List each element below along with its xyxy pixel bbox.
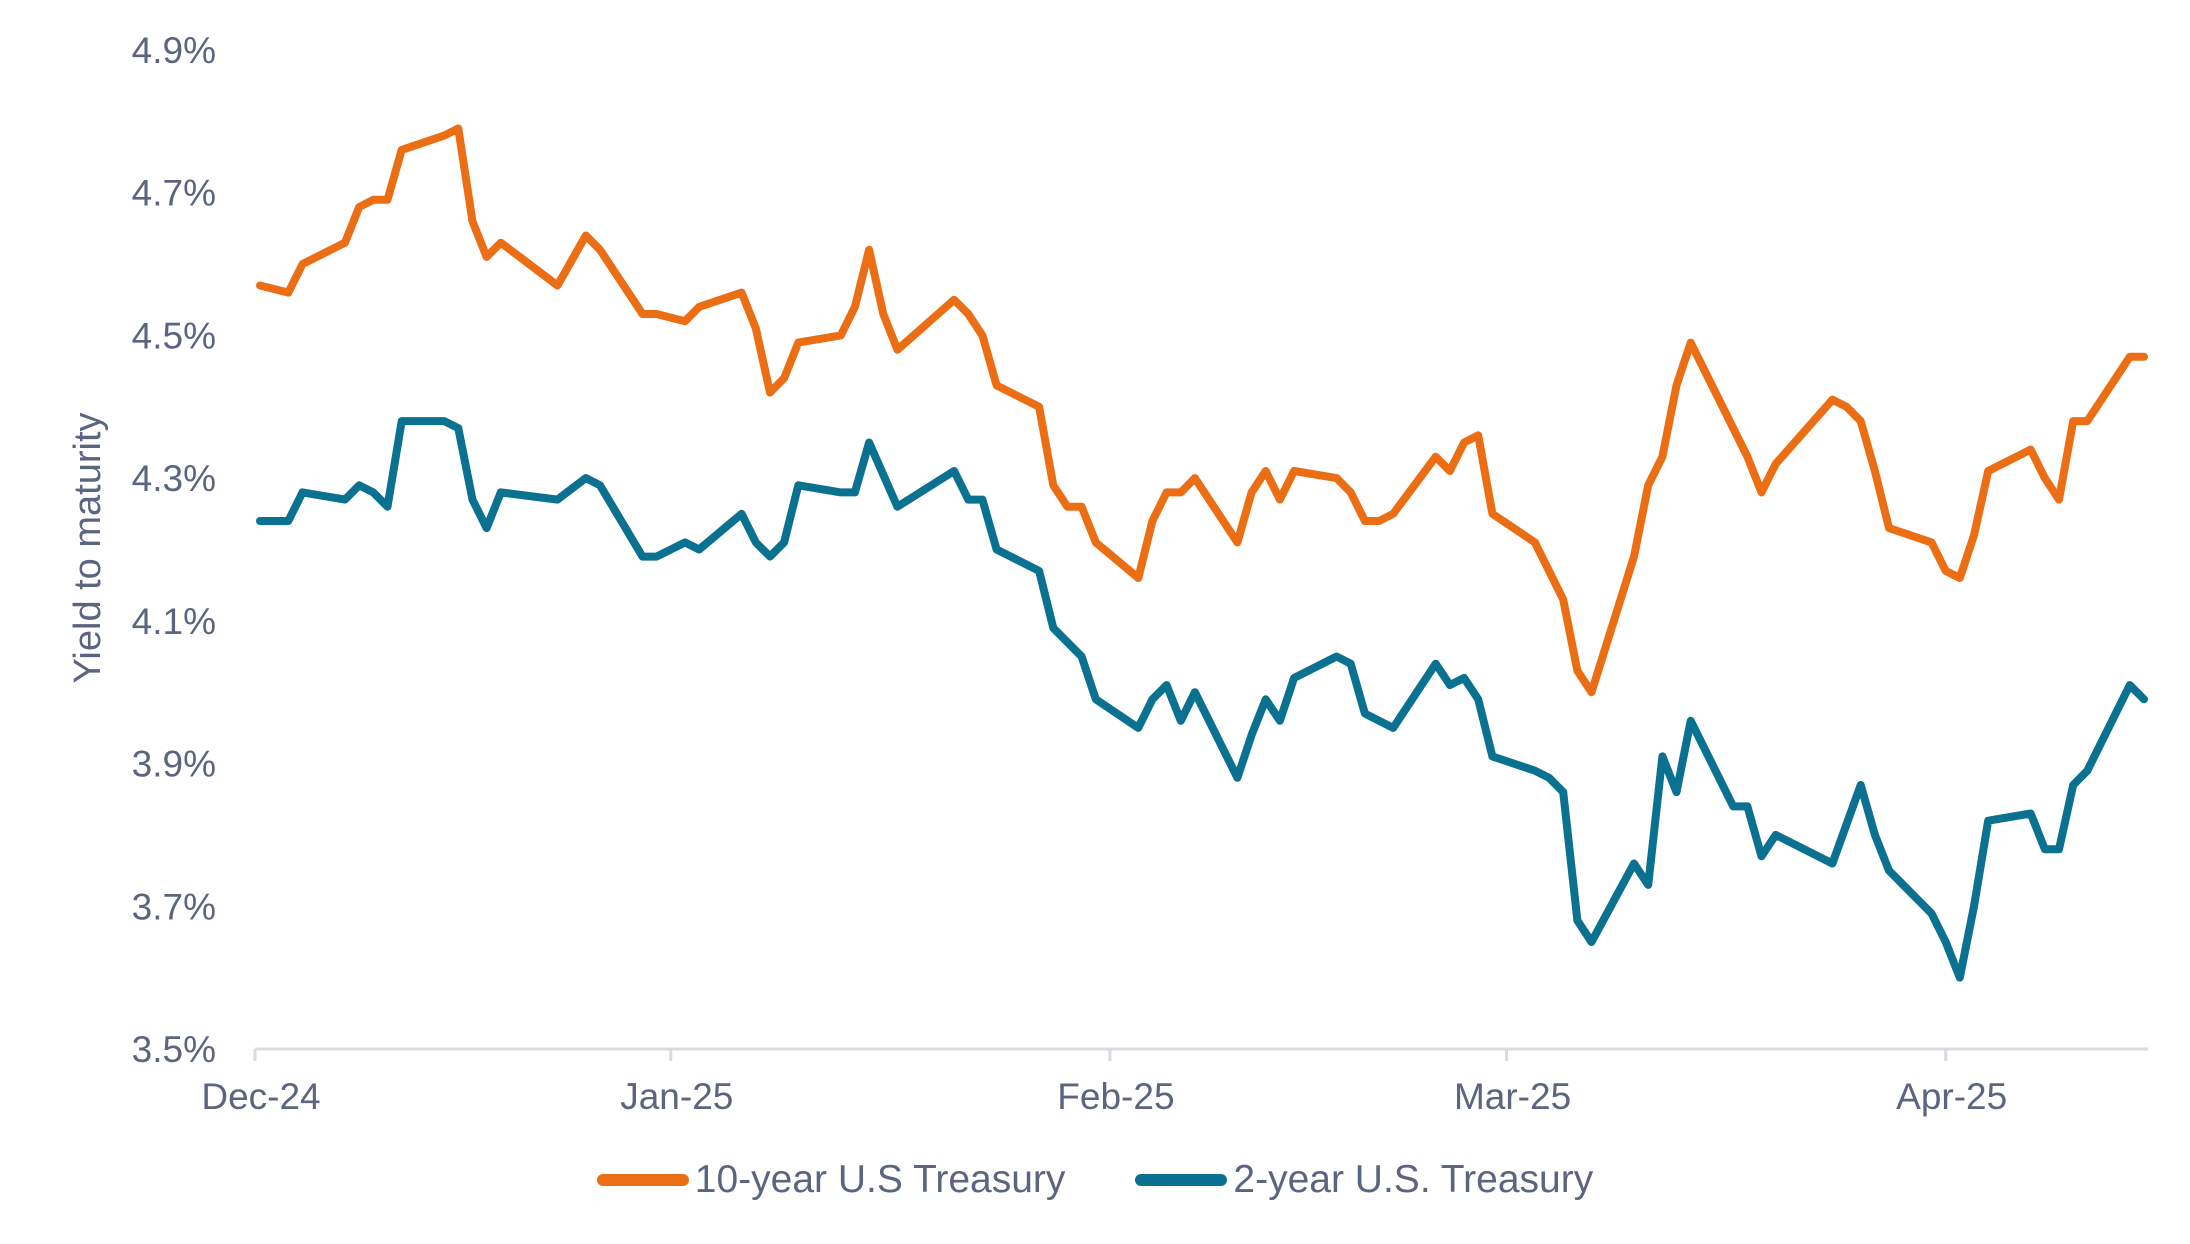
y-tick-label: 4.5% — [132, 315, 216, 356]
legend-swatch-10-year — [596, 1174, 689, 1186]
y-tick-label: 3.7% — [132, 886, 216, 927]
legend-swatch-2-year — [1135, 1174, 1228, 1186]
series-line-2-year — [256, 417, 2148, 982]
y-tick-label: 4.9% — [132, 30, 216, 71]
legend-label-2-year: 2-year U.S. Treasury — [1233, 1158, 1594, 1201]
y-tick-label: 3.9% — [132, 744, 216, 785]
y-tick-label: 4.3% — [132, 458, 216, 499]
legend-item-10-year: 10-year U.S Treasury — [596, 1158, 1066, 1202]
x-tick-label: Dec-24 — [201, 1076, 320, 1117]
x-tick-label: Feb-25 — [1057, 1076, 1174, 1117]
y-axis-ticks: 3.5% 3.7% 3.9% 4.1% 4.3% 4.5% 4.7% 4.9% — [132, 30, 216, 1070]
y-tick-label: 4.1% — [132, 601, 216, 642]
x-axis: Dec-24 Jan-25 Feb-25 Mar-25 Apr-25 — [201, 1047, 2148, 1117]
series-layer — [256, 124, 2148, 982]
x-tick-label: Mar-25 — [1454, 1076, 1571, 1117]
x-tick-label: Apr-25 — [1896, 1076, 2007, 1117]
legend: 10-year U.S Treasury 2-year U.S. Treasur… — [0, 1158, 2190, 1202]
y-axis-title: Yield to maturity — [67, 412, 109, 683]
series-line-10-year — [256, 124, 2148, 697]
legend-item-2-year: 2-year U.S. Treasury — [1135, 1158, 1593, 1202]
y-tick-label: 4.7% — [132, 173, 216, 214]
x-tick-label: Jan-25 — [620, 1076, 733, 1117]
y-tick-label: 3.5% — [132, 1029, 216, 1070]
legend-label-10-year: 10-year U.S Treasury — [694, 1158, 1066, 1201]
